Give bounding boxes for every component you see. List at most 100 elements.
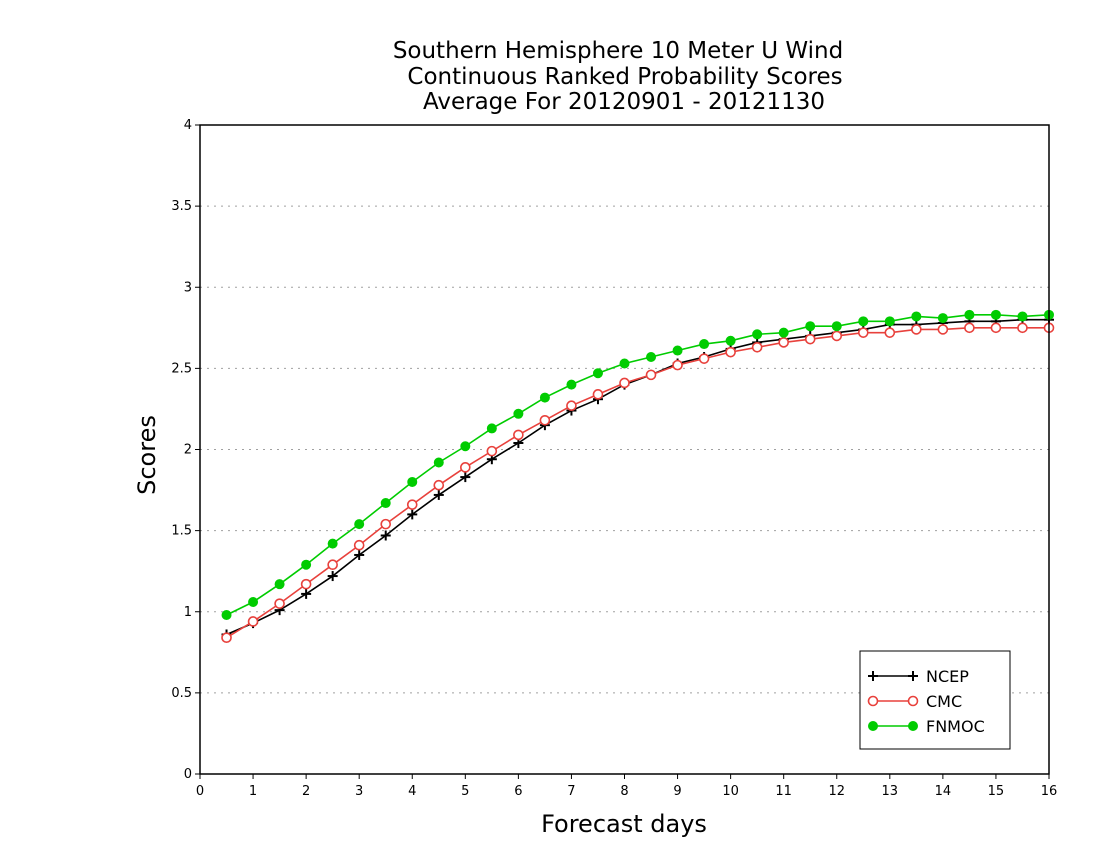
data-point-fnmoc (301, 559, 312, 570)
x-tick-label: 5 (461, 784, 469, 799)
y-tick-label: 3.5 (171, 199, 192, 214)
series-line-ncep (226, 318, 1049, 636)
x-tick-label: 9 (673, 784, 681, 799)
data-point-fnmoc (672, 345, 683, 356)
chart-title-line-1: Southern Hemisphere 10 Meter U Wind (393, 38, 843, 64)
data-point-ncep (301, 588, 312, 599)
data-point-fnmoc (380, 498, 391, 509)
y-axis: 0 0.5 1 1.5 2 2.5 3 3.5 4 (171, 118, 200, 782)
legend-marker-fnmoc (908, 721, 918, 731)
data-point-fnmoc (539, 392, 550, 403)
data-point-fnmoc (805, 321, 816, 332)
data-point-fnmoc (646, 352, 657, 363)
x-tick-label: 12 (828, 784, 845, 799)
legend-label-ncep: NCEP (926, 667, 969, 686)
data-point-fnmoc (407, 476, 418, 487)
data-point-cmc (221, 632, 232, 644)
chart-title-line-3: Average For 20120901 - 20121130 (423, 89, 825, 115)
data-point-fnmoc (274, 579, 285, 590)
data-point-fnmoc (752, 329, 763, 340)
data-point-fnmoc (990, 309, 1001, 320)
x-tick-label: 16 (1041, 784, 1058, 799)
data-point-fnmoc (699, 339, 710, 350)
data-point-ncep (327, 571, 338, 582)
series-layer (221, 309, 1055, 644)
x-tick-label: 2 (302, 784, 310, 799)
x-tick-label: 0 (196, 784, 204, 799)
data-point-cmc (964, 322, 975, 334)
data-point-ncep (354, 549, 365, 560)
data-point-cmc (406, 499, 418, 510)
y-tick-label: 4 (184, 118, 192, 133)
y-tick-label: 2 (184, 443, 192, 458)
data-point-cmc (327, 559, 338, 570)
data-point-fnmoc (937, 313, 948, 324)
data-point-cmc (751, 341, 763, 353)
grid-lines (200, 124, 1049, 694)
y-tick-label: 2.5 (171, 361, 192, 376)
legend-marker-ncep (908, 671, 918, 681)
series-ncep (221, 314, 1054, 640)
series-line-fnmoc (226, 314, 1050, 616)
data-point-fnmoc (248, 597, 259, 608)
data-point-cmc (698, 353, 710, 364)
legend-label-fnmoc: FNMOC (926, 717, 985, 736)
data-point-fnmoc (433, 457, 444, 468)
data-point-cmc (513, 429, 524, 441)
x-tick-label: 10 (722, 784, 739, 799)
data-point-fnmoc (1017, 311, 1028, 322)
data-point-cmc (831, 330, 843, 342)
legend: NCEP CMC FNMOC (859, 650, 1011, 750)
data-point-cmc (804, 333, 816, 345)
y-tick-label: 1.5 (171, 524, 192, 539)
data-point-ncep (407, 509, 418, 520)
legend-marker-cmc (907, 695, 919, 707)
data-point-fnmoc (911, 311, 922, 322)
x-tick-label: 6 (514, 784, 522, 799)
data-point-ncep (380, 530, 391, 541)
y-tick-label: 1 (184, 605, 192, 620)
data-point-fnmoc (725, 335, 736, 346)
x-tick-label: 7 (567, 784, 575, 799)
data-point-cmc (353, 539, 365, 551)
chart-title-line-2: Continuous Ranked Probability Scores (407, 64, 842, 90)
legend-marker-fnmoc (868, 721, 878, 731)
x-tick-label: 4 (408, 784, 416, 799)
data-point-cmc (566, 400, 577, 411)
data-point-fnmoc (619, 358, 630, 369)
x-axis: 0 1 2 3 4 5 6 7 8 9 10 11 12 13 14 15 16 (196, 774, 1057, 799)
data-point-cmc (486, 445, 498, 457)
data-point-ncep (460, 472, 471, 483)
data-point-cmc (460, 462, 471, 473)
data-point-ncep (433, 489, 444, 500)
data-point-fnmoc (858, 316, 869, 327)
data-point-fnmoc (592, 368, 603, 379)
data-point-cmc (619, 377, 630, 389)
x-tick-label: 1 (249, 784, 257, 799)
x-tick-label: 13 (882, 784, 899, 799)
data-point-cmc (884, 327, 896, 338)
data-point-cmc (380, 518, 392, 530)
data-point-fnmoc (513, 408, 524, 419)
x-tick-label: 8 (620, 784, 628, 799)
series-fnmoc (221, 309, 1054, 620)
data-point-fnmoc (327, 538, 338, 549)
data-point-cmc (672, 359, 683, 371)
data-point-cmc (937, 324, 949, 335)
series-line-cmc (226, 327, 1049, 639)
data-point-cmc (857, 327, 869, 338)
x-tick-label: 3 (355, 784, 363, 799)
legend-item-fnmoc: FNMOC (868, 717, 985, 736)
x-axis-title: Forecast days (541, 810, 707, 838)
data-point-fnmoc (964, 309, 975, 320)
data-point-cmc (911, 324, 922, 335)
data-point-cmc (433, 479, 445, 491)
data-point-cmc (990, 322, 1002, 334)
y-tick-label: 0.5 (171, 686, 192, 701)
x-tick-label: 11 (775, 784, 792, 799)
legend-item-ncep: NCEP (868, 667, 969, 686)
data-point-cmc (539, 414, 551, 426)
chart-title: Southern Hemisphere 10 Meter U Wind Cont… (393, 38, 843, 115)
x-tick-label: 14 (935, 784, 952, 799)
